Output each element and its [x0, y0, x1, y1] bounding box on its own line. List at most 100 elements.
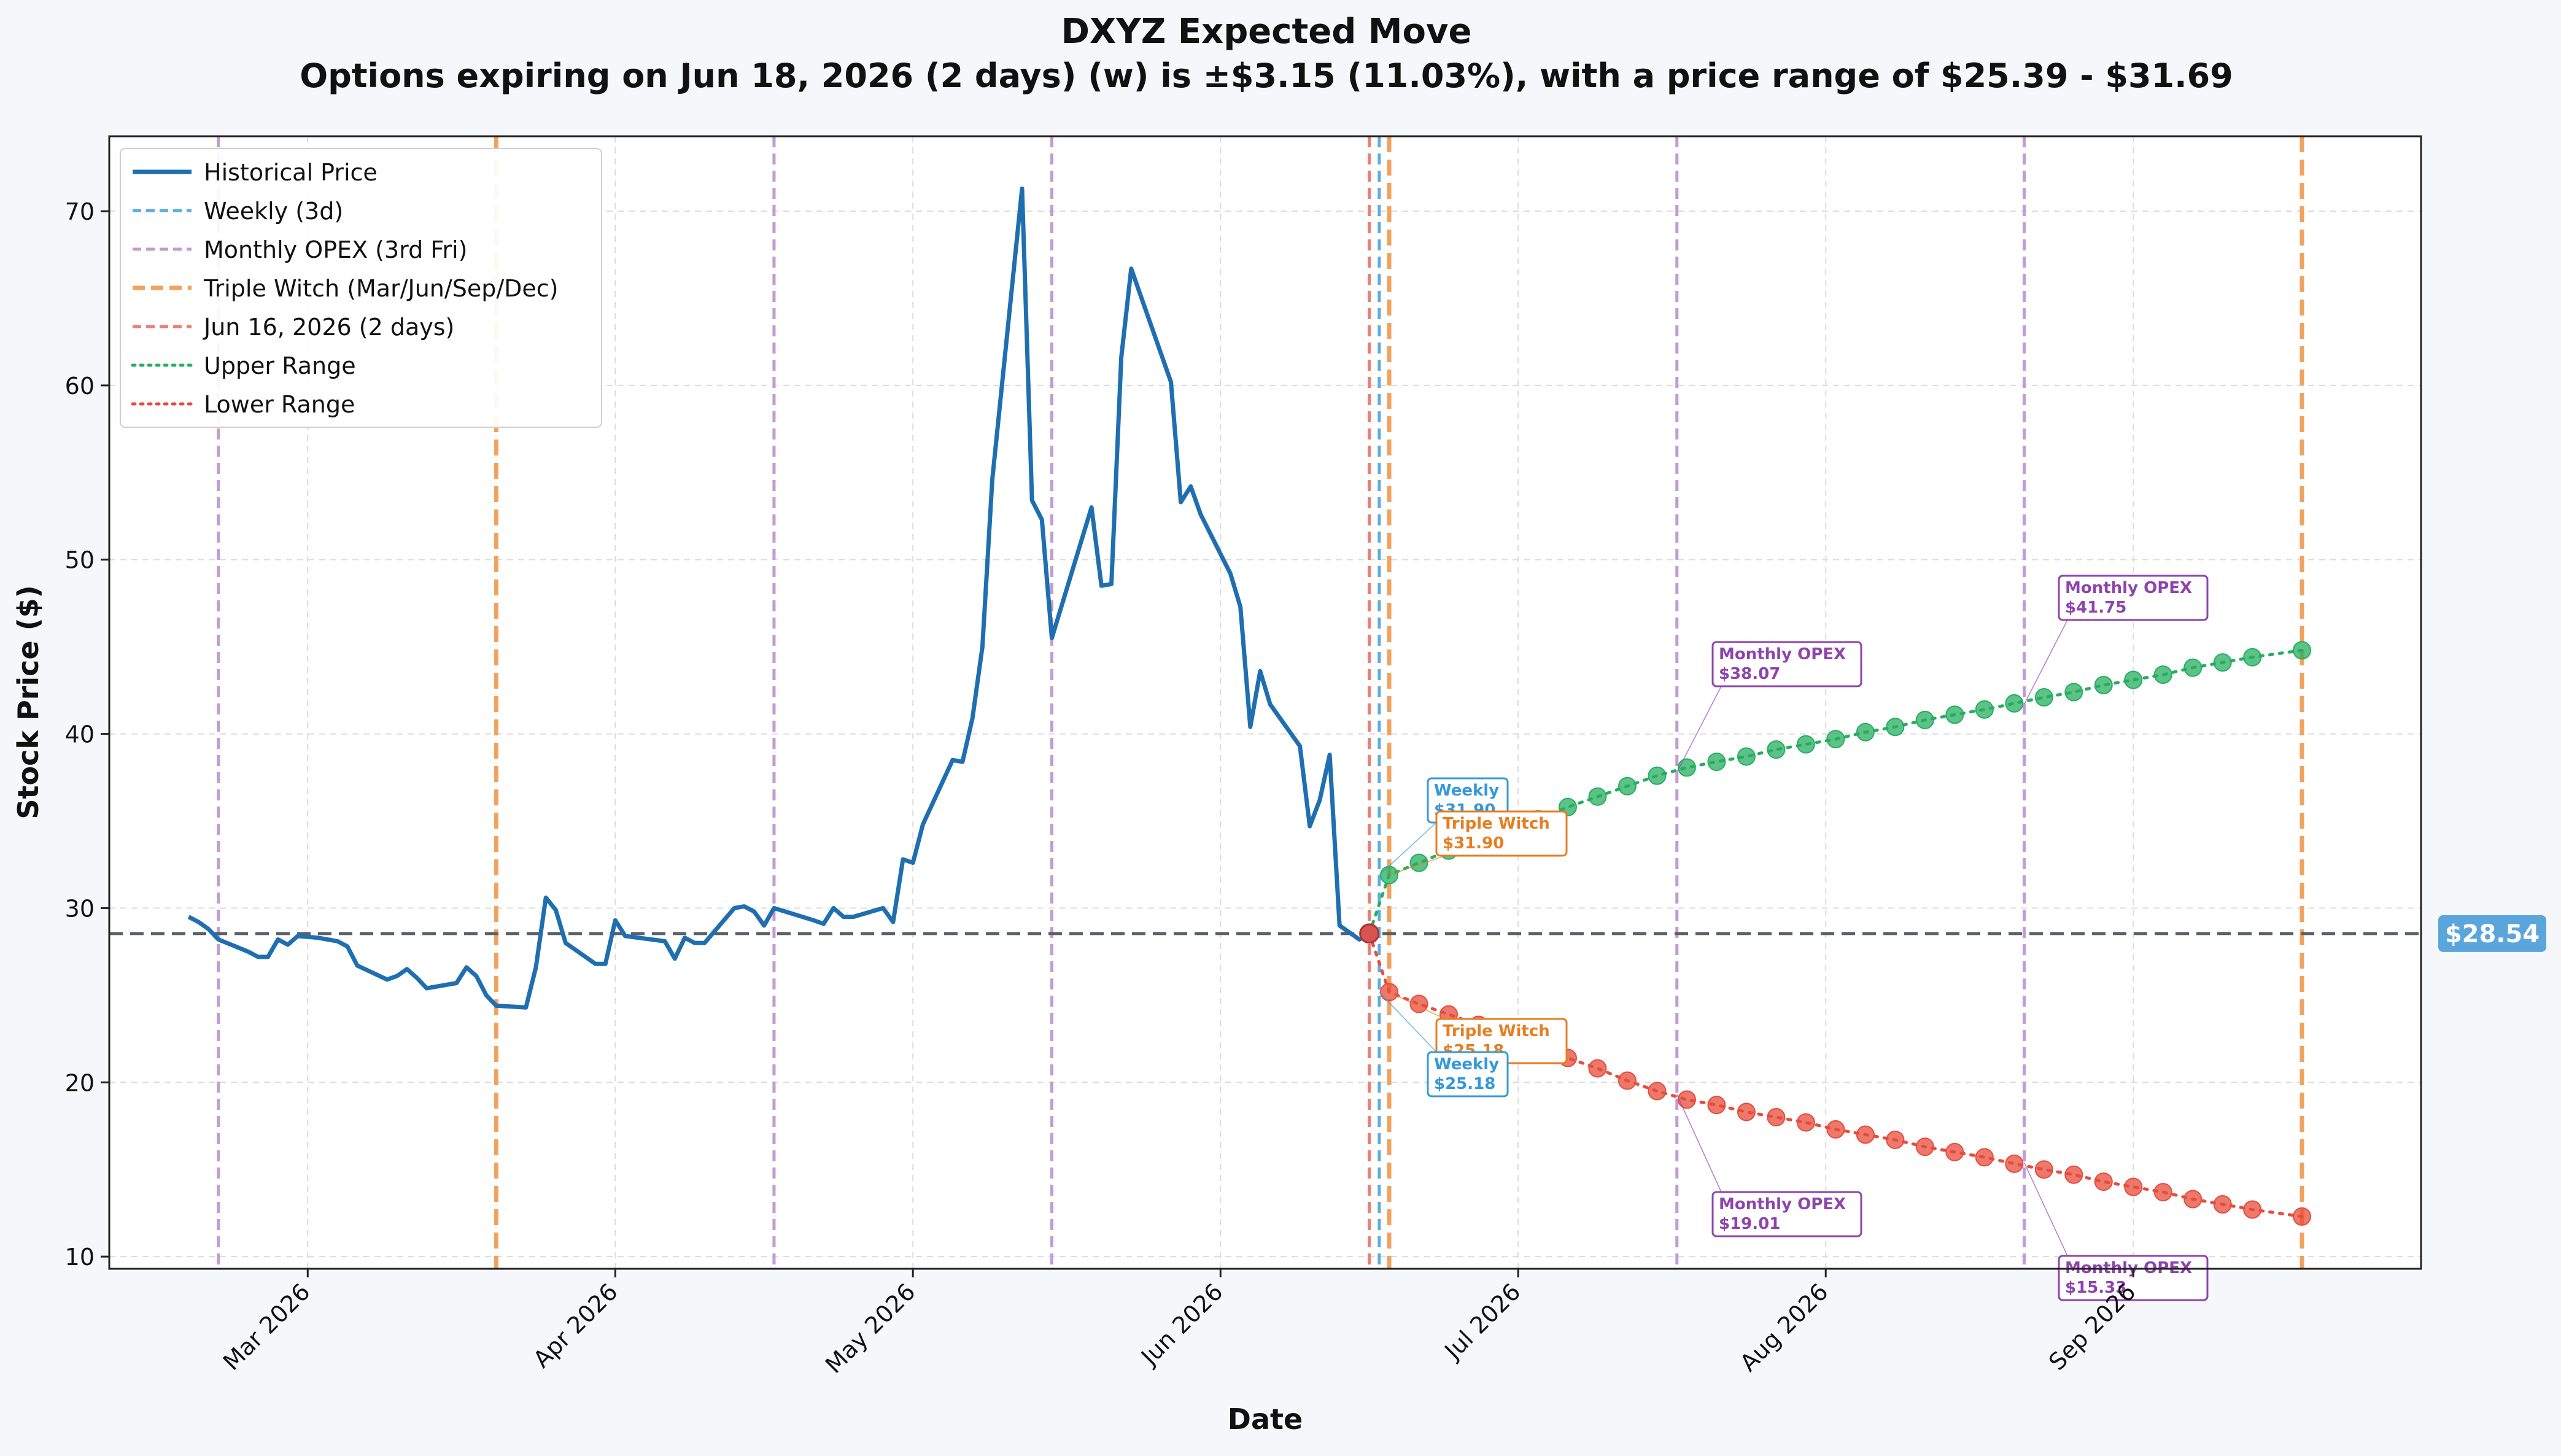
lower-range-point [2213, 1195, 2232, 1214]
annotation-title: Monthly OPEX [2065, 579, 2192, 597]
upper-range-point [2213, 653, 2232, 672]
upper-range-point [1737, 747, 1756, 766]
plot-frame [108, 135, 2422, 1270]
lower-range-point [2034, 1160, 2053, 1179]
lower-range-point [1648, 1082, 1667, 1101]
annotation-box [2058, 1255, 2209, 1301]
upper-range-point [2034, 687, 2053, 707]
y-axis-label: Stock Price ($) [12, 585, 45, 819]
upper-range-point [2064, 683, 2083, 702]
lower-range-point [1618, 1071, 1637, 1090]
chart-title: DXYZ Expected Move [1061, 12, 1472, 52]
upper-range-point [1409, 853, 1428, 872]
legend-label: Monthly OPEX (3rd Fri) [204, 236, 467, 263]
annotation-leader [2023, 619, 2068, 705]
chart-subtitle: Options expiring on Jun 18, 2026 (2 days… [300, 56, 2233, 95]
upper-range-point [1618, 776, 1637, 796]
lower-range-point [2124, 1177, 2143, 1196]
legend-label: Weekly (3d) [204, 198, 343, 225]
y-tick-label: 10 [65, 1244, 95, 1271]
annotation-value: $38.07 [1719, 665, 1780, 683]
lower-range-point [1975, 1148, 1994, 1167]
annotation-title: Monthly OPEX [1719, 1195, 1846, 1214]
upper-range-point [1856, 722, 1875, 742]
annotation-value: $41.75 [2065, 598, 2126, 617]
lower-range-point [2243, 1200, 2262, 1219]
y-tick-label: 40 [65, 721, 95, 748]
upper-range-point [1915, 710, 1934, 729]
annotation-value: $31.90 [1443, 834, 1504, 853]
upper-range-point [1648, 766, 1667, 785]
lower-range-point [1945, 1142, 1964, 1161]
upper-range-point [2183, 658, 2203, 677]
upper-range-point [2243, 648, 2262, 667]
grid [109, 136, 2421, 1269]
y-tick-label: 70 [65, 198, 95, 225]
legend-label: Jun 16, 2026 (2 days) [203, 314, 454, 341]
upper-range-point [1677, 758, 1696, 777]
annotation-box [1711, 641, 1862, 687]
y-tick-label: 20 [65, 1069, 95, 1096]
annotation-leader [1676, 1094, 1722, 1193]
annotation-leader [1389, 855, 1446, 876]
lower-range-point [1796, 1113, 1815, 1132]
legend-label: Historical Price [204, 159, 378, 186]
lower-range-point [2064, 1165, 2083, 1184]
annotation-box [2058, 575, 2209, 621]
lower-range-point [1677, 1090, 1696, 1109]
lower-range-point [2153, 1183, 2172, 1202]
upper-range-point [1826, 730, 1845, 749]
annotation-leader [1379, 822, 1437, 876]
annotation-box [1435, 810, 1568, 857]
annotation-box [1427, 1051, 1509, 1098]
annotation-leader [2023, 1162, 2068, 1257]
historical-price-line [187, 186, 1371, 1010]
upper-range-point [1707, 753, 1726, 772]
y-tick-label: 60 [65, 373, 95, 400]
legend-label: Lower Range [204, 391, 355, 418]
legend-label: Triple Witch (Mar/Jun/Sep/Dec) [203, 275, 558, 302]
annotation-leader [1379, 991, 1437, 1053]
lower-range-point [1767, 1108, 1786, 1127]
annotation-leader [1389, 991, 1446, 1020]
annotation-title: Weekly [1434, 1055, 1499, 1074]
upper-range-point [1796, 735, 1815, 754]
lower-range-point [2183, 1190, 2203, 1209]
lower-range-point [1707, 1096, 1726, 1115]
lower-range-point [1588, 1059, 1607, 1078]
upper-range-point [2094, 676, 2113, 695]
annotation-title: Triple Witch [1443, 1022, 1550, 1040]
annotation-title: Triple Witch [1443, 815, 1550, 833]
upper-range-point [1767, 740, 1786, 759]
annotation-value: $19.01 [1719, 1215, 1780, 1233]
lower-range-point [2005, 1154, 2024, 1173]
upper-range-point [2005, 694, 2024, 713]
upper-range-point [2153, 665, 2172, 684]
current-price-badge [2438, 915, 2546, 952]
x-axis-label: Date [1228, 1403, 1303, 1436]
annotation-title: Monthly OPEX [1719, 645, 1846, 664]
lower-range-point [2094, 1172, 2113, 1191]
lower-range-point [2293, 1207, 2312, 1226]
lower-range-point [1856, 1125, 1875, 1144]
upper-range-point [2293, 641, 2312, 660]
lower-range-point [1737, 1102, 1756, 1121]
annotation-leader [1676, 686, 1722, 773]
annotation-value: $15.33 [2065, 1279, 2126, 1297]
lower-range-point [1915, 1137, 1934, 1156]
annotation-title: Weekly [1434, 781, 1499, 800]
upper-range-point [2124, 670, 2143, 689]
annotation-value: $25.18 [1434, 1075, 1495, 1093]
annotation-box [1711, 1191, 1862, 1237]
legend: Historical Price Weekly (3d) Monthly OPEX … [120, 148, 602, 428]
legend-box [120, 148, 602, 428]
upper-range-point [1945, 705, 1964, 724]
upper-range-point [1975, 700, 1994, 719]
y-tick-label: 30 [65, 895, 95, 922]
y-tick-label: 50 [65, 547, 95, 574]
lower-range-point [1886, 1130, 1905, 1149]
current-price-point [1359, 923, 1380, 944]
